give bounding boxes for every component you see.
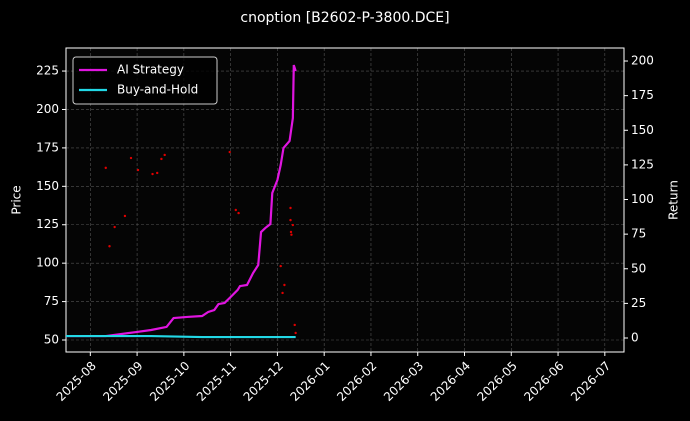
y2-tick-label: 100 bbox=[631, 192, 654, 206]
price-point bbox=[228, 150, 231, 154]
y-tick-label: 200 bbox=[36, 102, 59, 116]
price-point bbox=[283, 283, 286, 287]
price-point bbox=[163, 153, 166, 157]
price-point bbox=[160, 157, 163, 161]
y2-tick-label: 0 bbox=[631, 331, 639, 345]
series-line bbox=[66, 334, 296, 339]
legend-box bbox=[72, 56, 218, 105]
legend-label: AI Strategy bbox=[117, 63, 184, 77]
legend-label: Buy-and-Hold bbox=[117, 83, 198, 97]
price-point bbox=[156, 171, 159, 175]
y2-tick-label: 25 bbox=[631, 296, 646, 310]
price-point bbox=[234, 208, 237, 212]
y-tick-label: 175 bbox=[36, 140, 59, 154]
price-point bbox=[151, 172, 154, 176]
price-point bbox=[293, 323, 296, 327]
price-point bbox=[289, 230, 293, 234]
price-point bbox=[237, 211, 240, 215]
y2-tick-label: 50 bbox=[631, 261, 646, 275]
y2-tick-label: 125 bbox=[631, 157, 654, 171]
price-point bbox=[104, 166, 107, 170]
y-tick-label: 100 bbox=[36, 256, 59, 270]
y-axis-label: Price bbox=[10, 185, 24, 214]
y2-tick-label: 75 bbox=[631, 227, 646, 241]
y2-tick-label: 150 bbox=[631, 123, 654, 137]
price-point bbox=[281, 291, 284, 295]
plot-frame bbox=[65, 47, 625, 353]
series-line bbox=[66, 64, 297, 338]
y-tick-label: 125 bbox=[36, 217, 59, 231]
price-point bbox=[290, 233, 293, 236]
price-point bbox=[289, 218, 292, 222]
price-point bbox=[113, 225, 116, 229]
y2-tick-label: 200 bbox=[631, 54, 654, 68]
price-point bbox=[129, 156, 133, 160]
price-point bbox=[289, 206, 292, 210]
y-tick-label: 225 bbox=[36, 64, 59, 78]
price-point bbox=[123, 214, 127, 218]
y2-tick-label: 175 bbox=[631, 88, 654, 102]
price-point bbox=[279, 264, 282, 268]
price-point bbox=[294, 331, 297, 335]
y-tick-label: 50 bbox=[44, 333, 59, 347]
y2-axis-label: Return bbox=[667, 180, 681, 220]
price-point bbox=[108, 245, 111, 248]
y-tick-label: 150 bbox=[36, 179, 59, 193]
price-point bbox=[291, 223, 295, 227]
y-tick-label: 75 bbox=[44, 294, 59, 308]
price-point bbox=[136, 168, 140, 172]
chart-title: cnoption [B2602-P-3800.DCE] bbox=[240, 10, 449, 26]
